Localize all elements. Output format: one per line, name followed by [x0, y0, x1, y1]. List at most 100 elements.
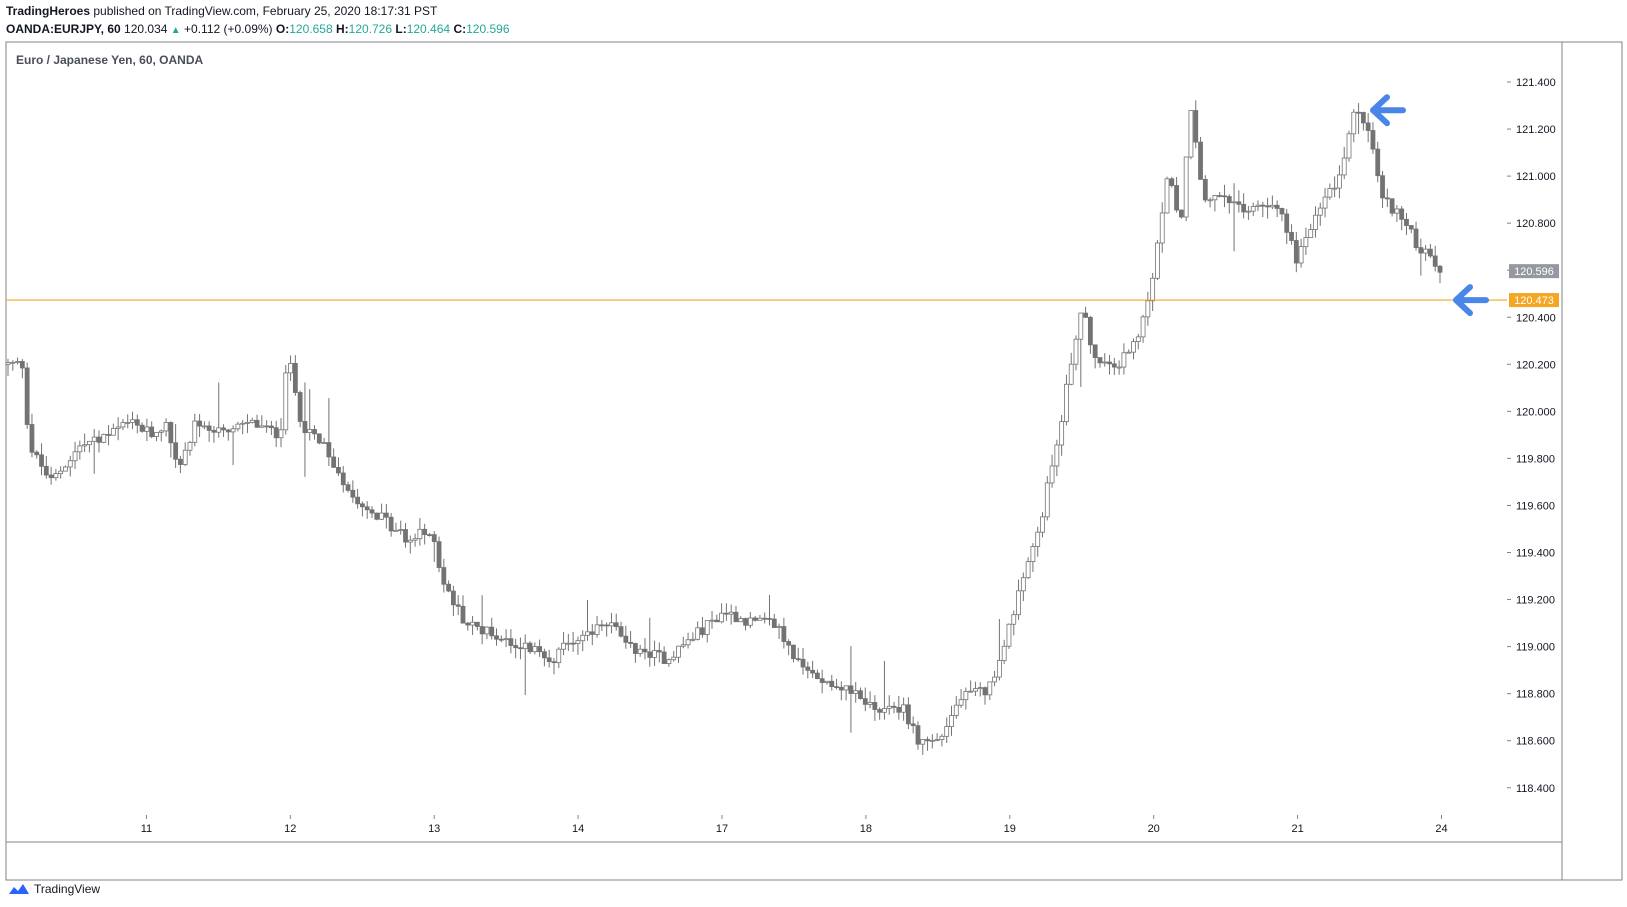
candle-body	[762, 617, 768, 620]
candle-body	[877, 709, 883, 713]
candle-body	[925, 739, 930, 742]
candle-body	[781, 626, 787, 642]
candle-body	[331, 456, 337, 468]
candle-body	[39, 454, 44, 467]
candle-body	[1394, 208, 1400, 214]
candle-body	[235, 423, 241, 430]
candle-body	[1346, 133, 1352, 159]
candle-body	[134, 419, 140, 426]
candle-body	[192, 420, 198, 443]
candle-body	[910, 723, 916, 727]
candle-body	[364, 506, 370, 511]
candle-body	[1068, 363, 1074, 385]
candle-body	[987, 681, 993, 696]
candle-body	[1269, 204, 1275, 208]
candle-body	[982, 687, 988, 696]
candle-body	[474, 621, 480, 627]
candle-body	[575, 640, 581, 644]
candle-body	[1293, 240, 1299, 264]
candle-body	[1303, 237, 1309, 248]
candle-body	[685, 639, 691, 646]
candle-body	[791, 644, 796, 660]
candle-body	[259, 425, 265, 428]
candle-body	[1341, 157, 1347, 176]
price-change: +0.112 (+0.09%)	[184, 22, 273, 36]
candle-body	[149, 426, 155, 438]
tradingview-brand[interactable]: TradingView	[8, 882, 100, 896]
candle-body	[513, 645, 519, 649]
publish-info: TradingHeroes published on TradingView.c…	[6, 4, 437, 18]
symbol-label: OANDA:EURJPY, 60	[6, 22, 121, 36]
candle-body	[82, 444, 88, 447]
y-tick-label: 121.000	[1516, 171, 1556, 183]
candle-body	[992, 676, 997, 683]
candle-body	[522, 642, 528, 650]
candle-body	[388, 516, 394, 532]
candle-body	[1255, 204, 1261, 207]
candle-body	[216, 427, 222, 433]
candle-body	[96, 436, 102, 443]
candle-body	[963, 691, 969, 701]
price-axis[interactable]: 121.400121.200121.000120.800120.600120.4…	[1507, 77, 1556, 795]
high-label: H:	[335, 22, 349, 36]
candle-body	[556, 648, 562, 664]
candle-body	[1040, 516, 1045, 533]
candle-body	[1375, 148, 1381, 177]
candle-body	[230, 428, 236, 433]
candle-body	[714, 619, 720, 623]
author-name[interactable]: TradingHeroes	[6, 4, 91, 18]
tradingview-logo-icon	[9, 884, 29, 894]
candle-body	[494, 635, 499, 640]
candle-body	[1246, 210, 1251, 213]
candle-body	[321, 442, 327, 444]
candle-body	[1011, 614, 1017, 625]
candle-body	[1188, 110, 1194, 158]
candle-body	[1327, 188, 1333, 198]
candle-body	[1380, 175, 1385, 199]
candle-body	[700, 627, 705, 635]
candle-body	[632, 643, 638, 654]
candle-body	[110, 428, 116, 436]
candle-body	[786, 641, 792, 646]
candle-body	[503, 638, 509, 641]
candle-body	[360, 503, 365, 508]
annotation-arrow-icon[interactable]	[1453, 284, 1489, 317]
y-tick-label: 121.200	[1516, 124, 1556, 136]
candle-body	[958, 699, 964, 706]
candle-body	[197, 420, 202, 427]
candle-body	[728, 611, 734, 615]
time-axis[interactable]: 11 12 13 14 17 18 19 20 21 24	[141, 815, 1448, 835]
candle-body	[369, 509, 375, 514]
candle-body	[1289, 231, 1294, 241]
candle-body	[695, 627, 701, 640]
candle-body	[431, 534, 437, 543]
candle-body	[968, 690, 974, 693]
candle-body	[10, 361, 16, 364]
y-tick-label: 118.400	[1516, 783, 1555, 795]
candle-body	[570, 642, 576, 645]
candle-body	[1087, 316, 1093, 346]
candle-body	[652, 650, 657, 658]
candle-body	[182, 449, 188, 465]
candle-body	[719, 612, 725, 623]
candle-body	[508, 638, 514, 646]
candle-body	[1284, 213, 1290, 233]
candle-body	[1332, 187, 1338, 190]
candle-body	[838, 686, 844, 691]
candle-body	[1131, 341, 1136, 353]
candle-body	[345, 484, 351, 491]
candle-body	[814, 672, 820, 680]
annotation-arrow-icon[interactable]	[1370, 94, 1406, 127]
candle-body	[810, 669, 816, 674]
candle-body	[973, 688, 978, 692]
candle-body	[1298, 246, 1304, 264]
candle-body	[240, 422, 246, 425]
candle-body	[441, 567, 447, 585]
x-tick-label: 24	[1435, 823, 1447, 835]
candle-body	[637, 648, 643, 654]
x-tick-label: 18	[860, 823, 872, 835]
candle-body	[288, 362, 293, 374]
candle-body	[34, 451, 40, 456]
candle-body	[661, 651, 667, 664]
